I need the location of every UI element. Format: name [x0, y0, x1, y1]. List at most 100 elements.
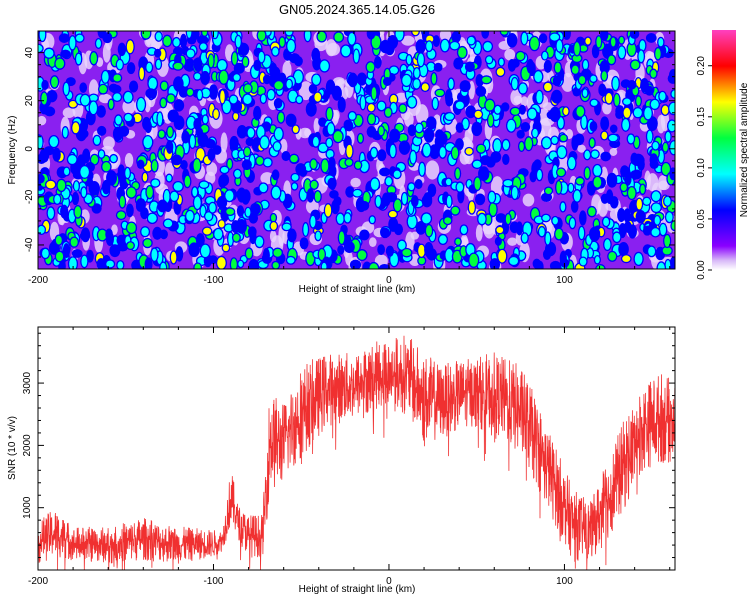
spectrogram-blob	[125, 168, 130, 179]
spectrogram-blob	[226, 208, 234, 215]
spectrogram-blob	[503, 180, 513, 187]
spectrogram-blob	[146, 89, 156, 98]
spectrogram-blob	[64, 167, 70, 176]
spectrogram-blob	[257, 126, 265, 139]
spectrogram-blob	[202, 115, 208, 124]
spectrogram-blob	[38, 136, 43, 149]
spectrogram-blob	[148, 48, 156, 55]
snr-panel: -200 -100 0 100 1000 2000 3000 Height of stra…	[7, 326, 676, 595]
spectrogram-blob	[239, 43, 248, 55]
spectrogram-blob	[589, 138, 595, 148]
spectrogram-blob	[218, 220, 225, 228]
spectrogram-blob	[472, 160, 482, 168]
spectrogram-blob	[257, 31, 266, 41]
spectrogram-blob	[217, 60, 227, 71]
spectrogram-blob	[69, 100, 77, 108]
spectrogram-blob	[476, 194, 484, 204]
spectrogram-blob	[326, 150, 334, 158]
spectrogram-blob	[46, 180, 56, 189]
spectrogram-blob	[74, 206, 81, 218]
spectrogram-blob	[557, 117, 564, 129]
spectrogram-blob	[409, 125, 415, 135]
spectrogram-blob	[639, 40, 646, 51]
colorbar-ticks: 0.00 0.05 0.10 0.15 0.20	[696, 56, 712, 280]
spectrogram-blob	[619, 36, 624, 44]
spectrogram-blob	[636, 198, 642, 210]
spectrogram-blob	[291, 174, 299, 181]
spectrogram-blob	[246, 248, 253, 259]
spectrogram-blob	[282, 152, 290, 160]
colorbar-tick-label: 0.20	[696, 56, 707, 76]
spectrogram-blob	[249, 260, 258, 269]
spectrogram-blob	[588, 183, 595, 195]
spectrogram-blob	[193, 159, 201, 172]
spectrogram-blob	[387, 193, 396, 201]
spectrogram-low-patch	[513, 95, 523, 105]
spectrogram-blob	[80, 83, 86, 92]
spectrogram-y-axis-label: Frequency (Hz)	[7, 116, 18, 185]
spectrogram-blob	[345, 121, 353, 130]
spectrogram-blob	[375, 196, 381, 207]
spectrogram-blob	[635, 78, 641, 88]
spectrogram-blob	[198, 134, 208, 147]
spectrogram-blob	[611, 125, 617, 132]
spectrogram-low-patch	[522, 193, 535, 207]
spectrogram-blob	[160, 262, 167, 269]
spectrogram-blob	[39, 31, 46, 41]
spectrogram-blob	[117, 211, 126, 219]
spectrogram-blob	[336, 213, 344, 224]
spectrogram-low-patch	[475, 224, 483, 242]
spectrogram-blob	[118, 165, 124, 177]
snr-y-axis-label: SNR (10 * v/v)	[7, 416, 18, 480]
spectrogram-blob	[412, 31, 419, 36]
spectrogram-blob	[72, 122, 80, 134]
spectrogram-blob	[353, 49, 359, 63]
spectrogram-blob	[669, 102, 675, 114]
spectrogram-blob	[238, 126, 246, 138]
spectrogram-blob	[651, 228, 660, 237]
spectrogram-blob	[80, 166, 89, 178]
spectrogram-blob	[496, 68, 505, 76]
spectrogram-low-patch	[342, 86, 349, 100]
spectrogram-blob	[91, 155, 99, 165]
spectrogram-blob	[537, 261, 543, 269]
spectrogram-blob	[455, 101, 464, 110]
spectrogram-blob	[147, 213, 157, 223]
spectrogram-blob	[60, 34, 69, 42]
spectrogram-y-ticks: -40 -20 0 20 40	[24, 40, 675, 270]
spectrogram-blob	[416, 222, 426, 234]
spectrogram-blob	[610, 37, 616, 47]
spectrogram-blob	[113, 74, 121, 82]
spectrogram-blob	[255, 236, 264, 247]
spectrogram-blob	[158, 130, 165, 138]
spectrogram-blob	[501, 31, 508, 35]
spectrogram-blob	[367, 31, 375, 39]
spectrogram-low-patch	[62, 107, 76, 118]
spectrogram-blob	[482, 76, 491, 84]
spectrogram-blob	[38, 225, 45, 234]
spectrogram-blob	[260, 136, 269, 149]
spectrogram-blob	[181, 35, 186, 48]
spectrogram-blob	[671, 90, 675, 98]
spectrogram-blob	[435, 89, 444, 97]
spectrogram-blob	[659, 92, 666, 101]
spectrogram-blob	[588, 207, 596, 217]
spectrogram-blob	[143, 239, 152, 247]
spectrogram-blob	[491, 152, 500, 162]
spectrogram-blob	[481, 156, 490, 164]
spectrogram-blob	[462, 118, 469, 130]
spectrogram-blob	[164, 219, 173, 228]
spectrogram-blob	[425, 243, 433, 257]
spectrogram-blob	[146, 186, 153, 198]
spectrogram-blob	[232, 52, 238, 65]
spectrogram-blob	[357, 250, 367, 260]
spectrogram-blob	[647, 34, 656, 42]
spectrogram-low-patch	[401, 35, 415, 46]
spectrogram-blob	[418, 244, 425, 257]
spectrogram-blob	[167, 94, 175, 103]
spectrogram-blob	[563, 107, 569, 115]
spectrogram-blob	[287, 257, 295, 264]
spectrogram-blob	[650, 99, 659, 109]
spectrogram-blob	[369, 263, 378, 269]
spectrogram-blob	[499, 58, 504, 66]
